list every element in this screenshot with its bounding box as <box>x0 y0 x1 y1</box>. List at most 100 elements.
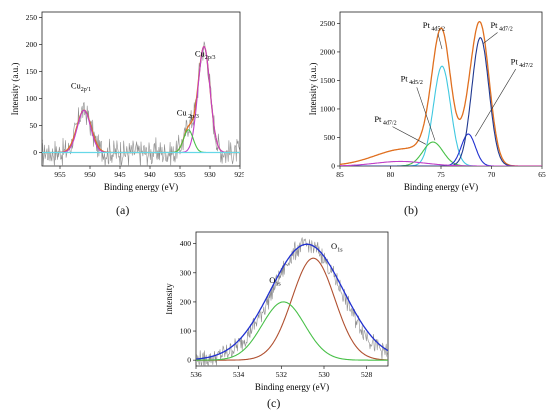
series-component-3 <box>196 301 388 361</box>
x-tick-label: 528 <box>361 370 373 379</box>
y-tick-label: 100 <box>26 94 38 103</box>
chart-panel-c: 536 534 532 530 528 0 100 200 300 400 Binding ener… <box>166 231 389 392</box>
annotation-main: Pt <box>423 20 431 30</box>
annotation-main: Pt <box>490 20 498 30</box>
y-tick-label: 100 <box>180 327 192 336</box>
y-tick-label: 0 <box>33 148 37 157</box>
y-tick-label: 400 <box>180 239 192 248</box>
annotation-subscript: 2p/3 <box>205 55 216 61</box>
panel-label-a: (a) <box>116 203 130 217</box>
y-tick-label: 2000 <box>320 47 335 56</box>
annotation-leader <box>475 68 516 137</box>
peak-annotation: Pt 4d7/2 <box>490 20 512 33</box>
panel-label-c: (c) <box>267 396 281 410</box>
x-tick-label: 930 <box>204 170 216 179</box>
x-tick-label: 950 <box>84 170 96 179</box>
annotation-main: Cu <box>177 108 188 118</box>
annotation-subscript: 2p′1 <box>81 87 91 93</box>
y-tick-label: 200 <box>180 297 192 306</box>
annotation-main: Pt <box>401 74 409 84</box>
x-tick-label: 955 <box>54 170 66 179</box>
x-tick-label: 530 <box>318 370 330 379</box>
x-tick-label: 940 <box>144 170 156 179</box>
series-component-5 <box>340 160 542 166</box>
y-axis-label: Intensity (a.u.) <box>10 63 20 116</box>
chart-panel-a: 955 950 945 940 935 930 925 0 50 100 150 200 250 Bind… <box>10 11 244 192</box>
peak-annotation: Pt 4d7/2 <box>511 56 533 69</box>
annotation-main: O <box>331 241 337 251</box>
x-tick-label: 75 <box>437 170 445 179</box>
y-axis-label: Intensity <box>166 283 174 315</box>
x-tick-label: 65 <box>538 170 546 179</box>
peak-annotation: O1s <box>269 275 281 288</box>
y-tick-label: 300 <box>180 268 192 277</box>
plot-area <box>340 20 542 166</box>
x-tick-label: 534 <box>233 370 245 379</box>
annotation-subscript: 1s <box>275 281 281 287</box>
x-tick-label: 536 <box>190 370 202 379</box>
annotation-leader <box>416 87 436 141</box>
annotation-subscript: 4d7/2 <box>518 63 533 69</box>
plot-area <box>42 41 240 166</box>
series-fit-1 <box>42 45 240 154</box>
y-tick-label: 2500 <box>320 19 335 28</box>
annotation-subscript: 4d5/2 <box>408 80 423 86</box>
peak-annotation: Cu2p′1 <box>71 81 91 94</box>
annotation-subscript: 4d5/2 <box>430 26 445 32</box>
y-tick-label: 1000 <box>320 104 335 113</box>
annotation-main: Cu <box>71 81 82 91</box>
plot-frame <box>41 11 241 167</box>
x-tick-label: 85 <box>336 170 344 179</box>
panel-label-b: (b) <box>404 203 418 217</box>
annotation-main: Pt <box>511 56 519 66</box>
y-axis-label: Intensity (a.u.) <box>308 63 318 116</box>
x-tick-label: 70 <box>488 170 496 179</box>
y-tick-label: 1500 <box>320 76 335 85</box>
series-component-2 <box>340 141 542 166</box>
annotation-leader <box>483 32 498 44</box>
plot-frame <box>195 231 389 367</box>
series-component-1 <box>340 65 542 166</box>
y-tick-label: 250 <box>26 13 38 22</box>
series-component-3 <box>42 46 240 154</box>
plot-frame <box>339 11 543 167</box>
annotation-main: Pt <box>374 114 382 124</box>
annotation-subscript: 1s <box>337 247 343 253</box>
series-component-2 <box>196 257 388 361</box>
peak-annotation: Pt 4d5/2 <box>423 20 445 33</box>
annotation-subscript: 4d7/2 <box>381 121 396 127</box>
annotation-leader <box>392 126 426 145</box>
plot-area <box>196 237 388 366</box>
y-tick-label: 50 <box>30 121 38 130</box>
peak-annotation: Pt 4d5/2 <box>401 74 423 87</box>
annotation-subscript: 4d7/2 <box>498 26 513 32</box>
annotation-main: O <box>269 275 275 285</box>
peak-annotation: Pt 4d7/2 <box>374 114 396 127</box>
x-tick-label: 925 <box>234 170 244 179</box>
x-tick-label: 80 <box>387 170 395 179</box>
y-tick-label: 0 <box>187 356 191 365</box>
x-axis-label: Binding energy (eV) <box>255 382 329 392</box>
peak-annotation: Cu 2p/3 <box>177 108 199 121</box>
series-component-4 <box>340 37 542 166</box>
annotation-main: Cu <box>195 48 206 58</box>
x-axis-label: Binding energy (eV) <box>104 182 178 192</box>
x-tick-label: 532 <box>276 370 288 379</box>
y-tick-label: 200 <box>26 40 38 49</box>
peak-annotation: O1s <box>331 241 343 254</box>
x-tick-label: 935 <box>174 170 186 179</box>
series-component-3 <box>340 133 542 166</box>
chart-panel-b: 85 80 75 70 65 0 500 1000 1500 2000 2500 Binding en… <box>308 11 546 192</box>
series-fit-1 <box>196 243 388 360</box>
y-tick-label: 150 <box>26 67 38 76</box>
x-tick-label: 945 <box>114 170 126 179</box>
x-axis-label: Binding energy (eV) <box>404 182 478 192</box>
series-raw-0 <box>196 237 388 366</box>
y-tick-label: 500 <box>324 133 336 142</box>
annotation-leader <box>437 33 443 50</box>
series-fit-0 <box>340 20 542 166</box>
peak-annotation: Cu2p/3 <box>195 48 216 61</box>
y-tick-label: 0 <box>331 162 335 171</box>
annotation-subscript: 2p/3 <box>187 114 199 120</box>
